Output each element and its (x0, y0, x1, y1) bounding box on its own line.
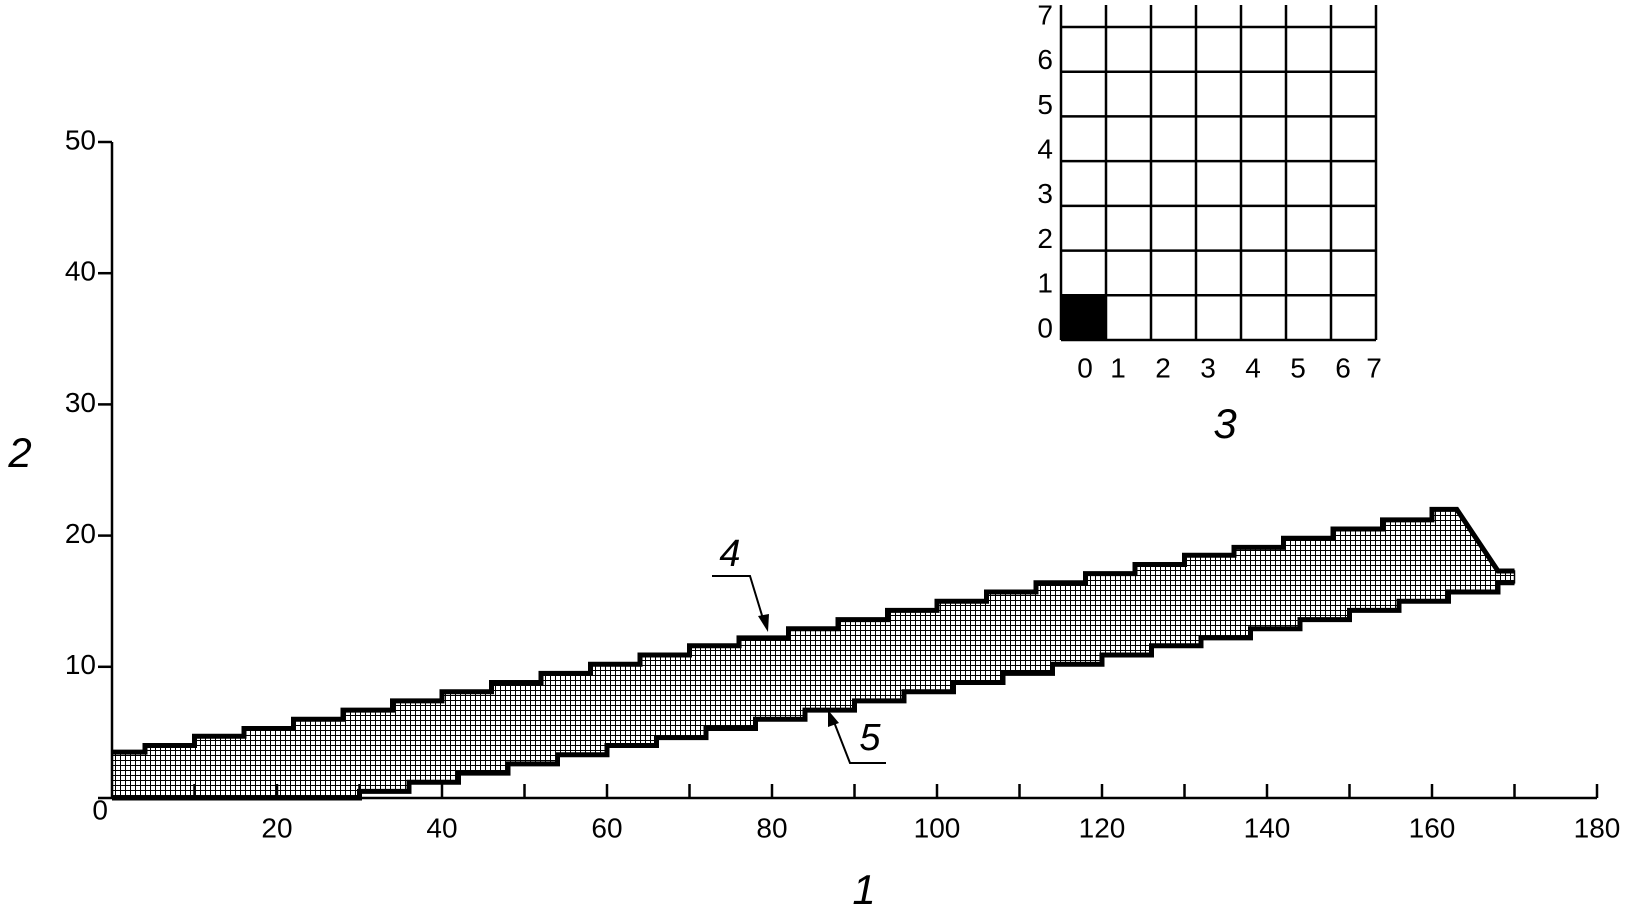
x-tick-label: 140 (1244, 812, 1291, 843)
filled-cell (1061, 295, 1106, 340)
annotation-arrow (828, 710, 839, 727)
x-tick-label: 6 (1335, 352, 1351, 383)
x-tick-label: 4 (1245, 352, 1261, 383)
boundary-line (112, 506, 1515, 755)
x-tick-label: 7 (1366, 352, 1382, 383)
x-tick-label: 1 (1110, 352, 1126, 383)
x-tick-label: 0 (1077, 352, 1093, 383)
annotation-leader (833, 721, 886, 764)
x-tick-label: 40 (426, 812, 457, 843)
annotation-label: 5 (859, 717, 881, 759)
x-tick-label: 20 (261, 812, 292, 843)
y-tick-label: 6 (1037, 44, 1053, 75)
y-tick-label: 4 (1037, 134, 1053, 165)
x-tick-label: 3 (1200, 352, 1216, 383)
x-axis-label: 3 (1213, 400, 1236, 447)
x-tick-label: 160 (1409, 812, 1456, 843)
y-tick-label: 0 (92, 794, 108, 825)
y-tick-label: 5 (1037, 89, 1053, 120)
boundary-line (112, 580, 1515, 801)
x-tick-label: 80 (756, 812, 787, 843)
x-tick-label: 100 (914, 812, 961, 843)
annotation-label: 4 (719, 533, 740, 575)
y-tick-label: 20 (65, 518, 96, 549)
y-tick-label: 30 (65, 387, 96, 418)
y-tick-label: 40 (65, 256, 96, 287)
y-axis-label: 2 (7, 429, 31, 476)
y-tick-label: 3 (1037, 178, 1053, 209)
y-tick-label: 7 (1037, 0, 1053, 30)
y-tick-label: 1 (1037, 268, 1053, 299)
y-tick-label: 10 (65, 649, 96, 680)
x-tick-label: 120 (1079, 812, 1126, 843)
x-axis-label: 1 (852, 866, 875, 913)
y-tick-label: 0 (1037, 312, 1053, 343)
x-tick-label: 60 (591, 812, 622, 843)
annotation-leader (712, 575, 765, 623)
band-fill (111, 508, 1516, 799)
x-tick-label: 180 (1574, 812, 1621, 843)
annotation-arrow (758, 614, 769, 632)
x-tick-label: 5 (1290, 352, 1306, 383)
x-tick-label: 2 (1155, 352, 1171, 383)
y-tick-label: 2 (1037, 223, 1053, 254)
y-tick-label: 50 (65, 124, 96, 155)
